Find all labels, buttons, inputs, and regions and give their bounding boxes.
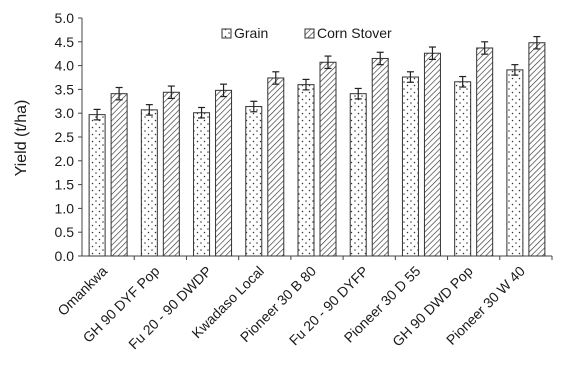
bar-grain	[297, 84, 315, 257]
legend: Grain Corn Stover	[221, 25, 392, 41]
y-tick-label: 1.5	[55, 177, 75, 193]
bar-corn-stover	[215, 89, 233, 257]
bar-corn-stover	[528, 42, 546, 257]
y-tick-label: 3.5	[55, 81, 75, 97]
bar-grain	[349, 93, 367, 257]
y-tick-label: 4.5	[55, 34, 75, 50]
bar-grain	[88, 114, 106, 257]
y-axis-label: Yield (t/ha)	[13, 100, 30, 177]
bar-corn-stover	[423, 52, 441, 257]
bar-corn-stover	[319, 61, 337, 257]
y-tick-label: 2.5	[55, 129, 75, 145]
bar-corn-stover	[110, 93, 128, 257]
bars	[88, 42, 546, 257]
legend-item-grain: Grain	[221, 25, 268, 41]
y-tick-label: 0.0	[55, 248, 75, 264]
bar-grain	[193, 112, 211, 257]
legend-label-corn-stover: Corn Stover	[317, 25, 392, 41]
bar-grain	[454, 81, 472, 257]
legend-swatch-grain	[221, 28, 232, 39]
bar-grain	[506, 69, 524, 257]
bar-corn-stover	[371, 57, 389, 257]
y-tick-label: 0.5	[55, 224, 75, 240]
y-tick-label: 4.0	[55, 58, 75, 74]
bar-corn-stover	[476, 47, 494, 257]
error-bars	[93, 35, 541, 121]
y-tick-label: 3.0	[55, 105, 75, 121]
y-tick-label: 1.0	[55, 200, 75, 216]
bar-grain	[401, 76, 419, 257]
bar-corn-stover	[162, 91, 180, 257]
legend-item-corn-stover: Corn Stover	[304, 25, 392, 41]
y-axis: 0.0 0.5 1.0 1.5 2.0 2.5 3.0 3.5 4.0 4.5 5.0	[55, 10, 83, 264]
bar-grain	[140, 109, 158, 257]
x-tick-label: Omankwa	[54, 263, 110, 319]
bar-grain	[245, 106, 263, 257]
legend-label-grain: Grain	[234, 25, 268, 41]
bar-corn-stover	[267, 77, 285, 257]
y-tick-label: 2.0	[55, 153, 75, 169]
y-tick-label: 5.0	[55, 10, 75, 26]
legend-swatch-corn-stover	[304, 28, 315, 39]
